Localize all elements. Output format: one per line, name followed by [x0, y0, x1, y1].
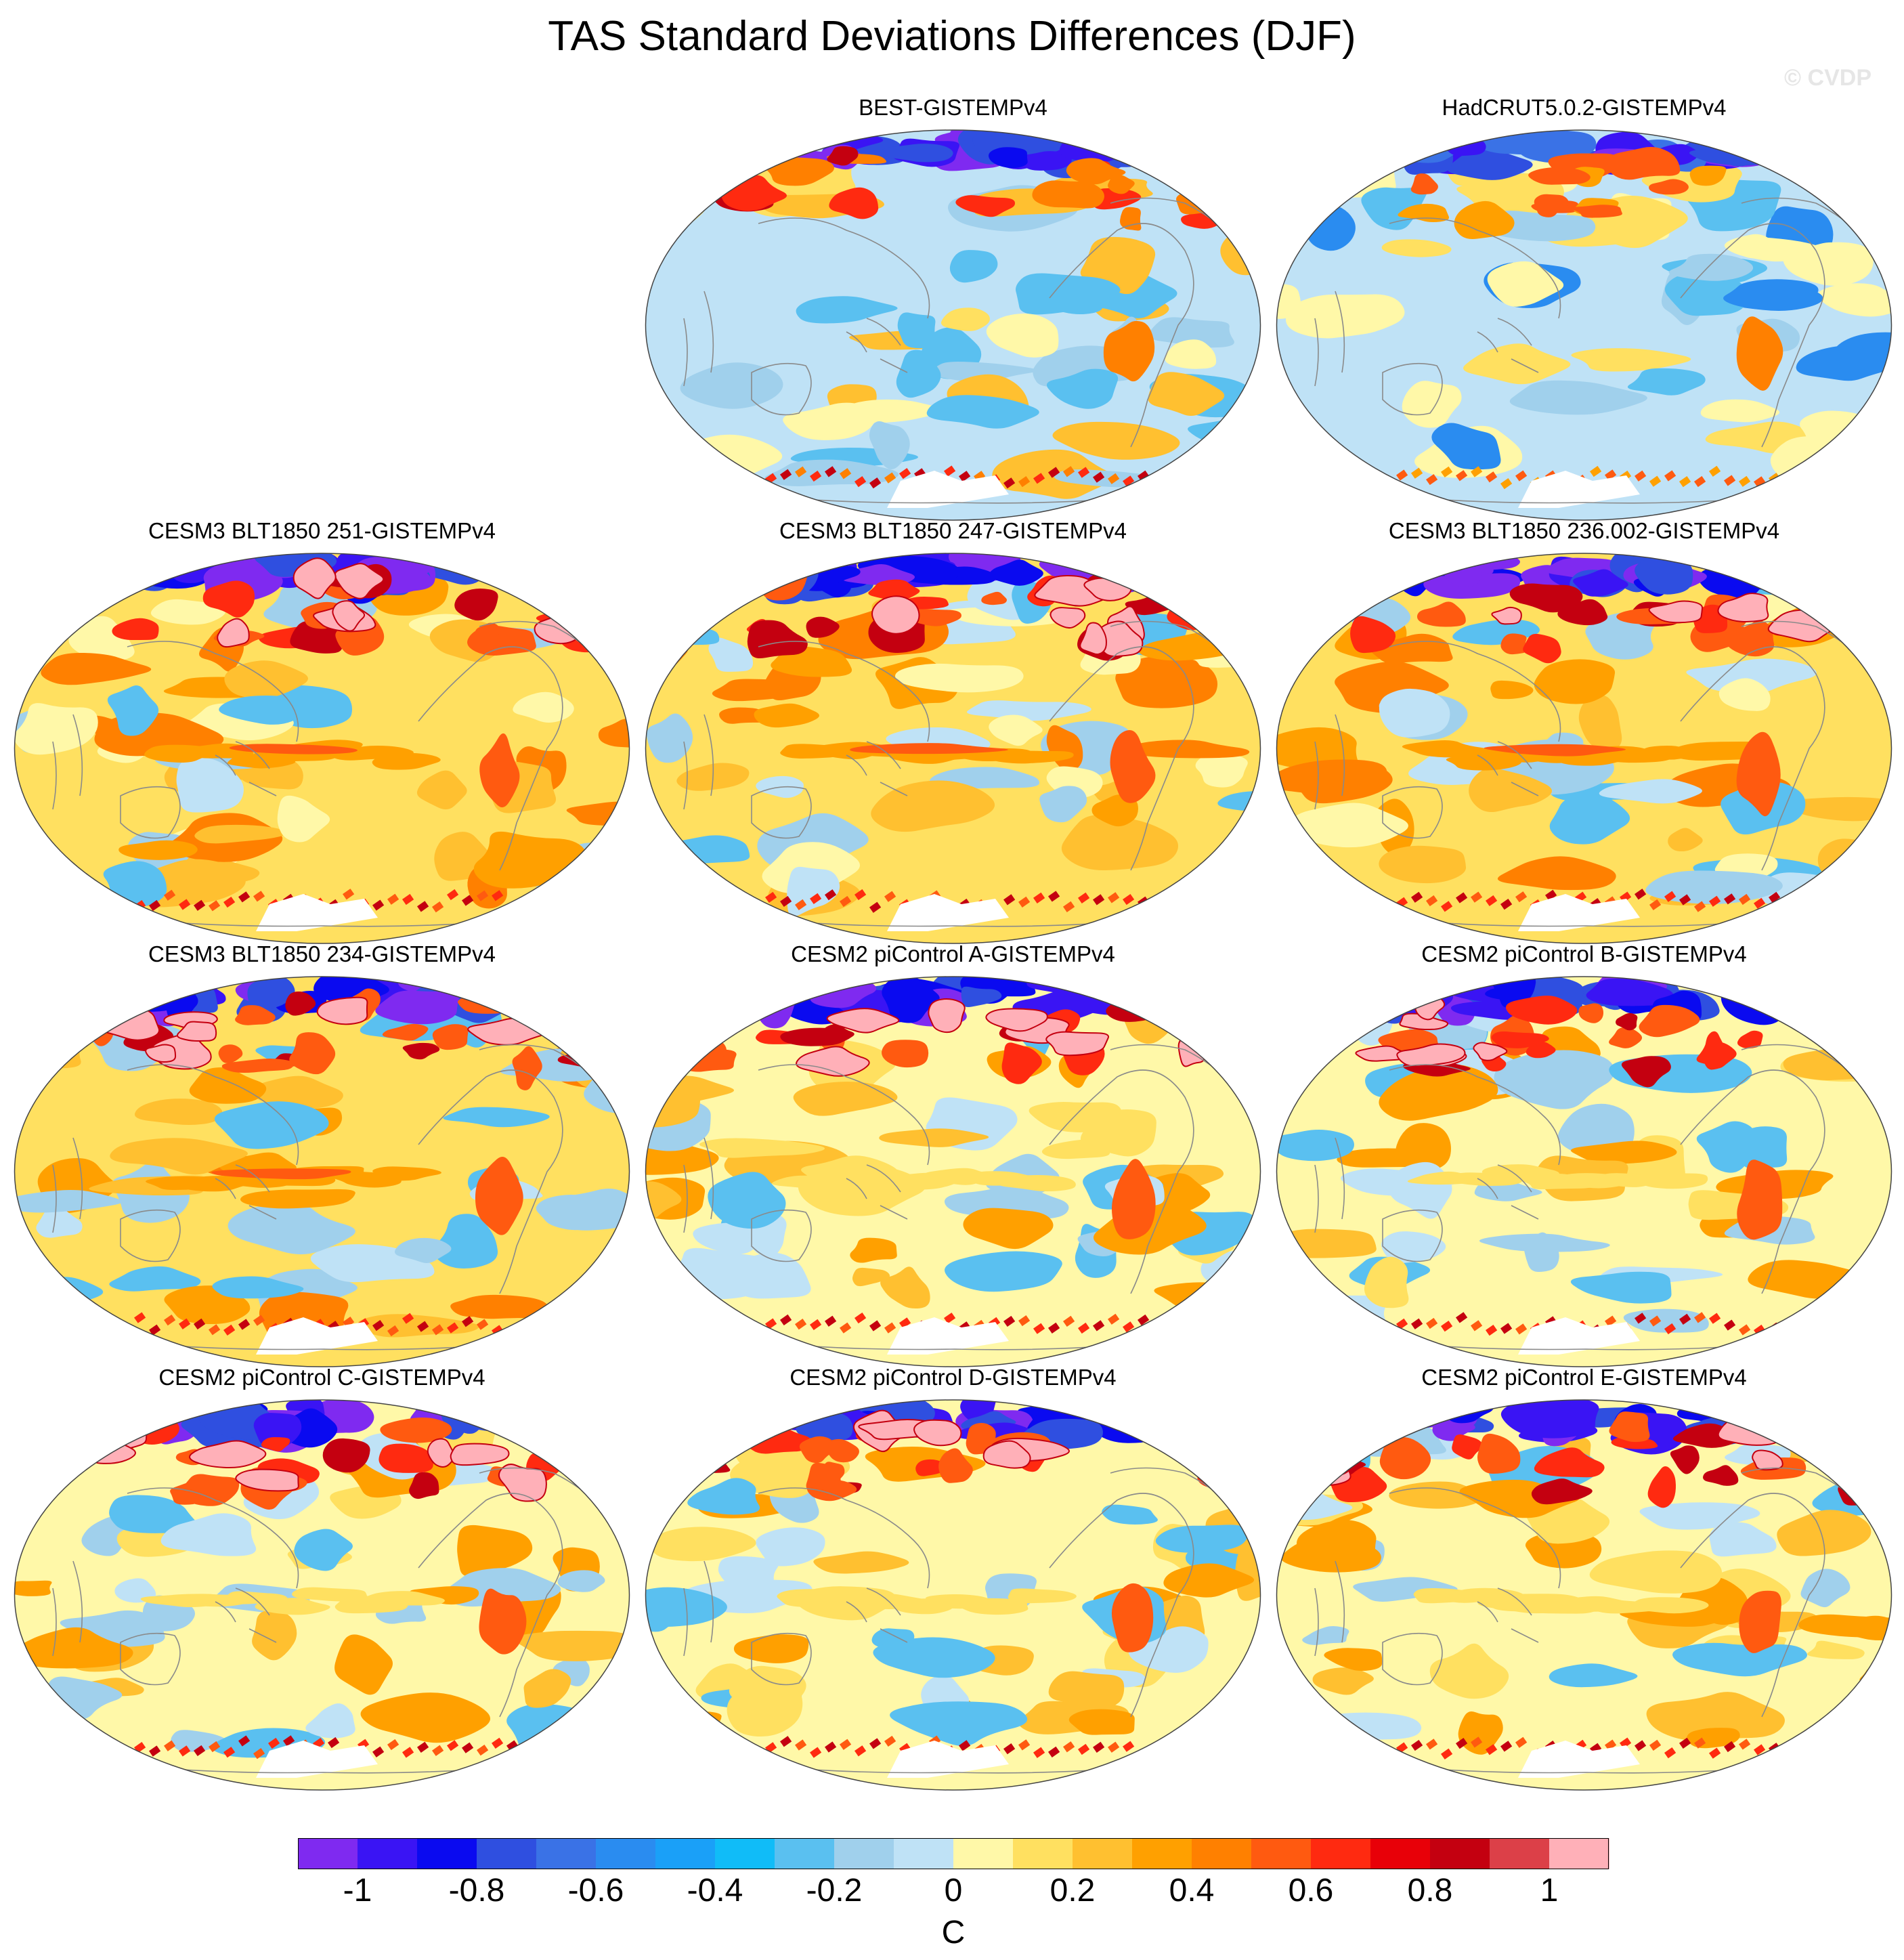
map-panel: CESM2 piControl A-GISTEMPv4 — [643, 941, 1263, 1372]
map-field — [645, 1400, 1261, 1790]
figure-title: TAS Standard Deviations Differences (DJF… — [548, 13, 1356, 60]
colorbar-swatch — [1430, 1838, 1490, 1869]
panel-title: CESM3 BLT1850 247-GISTEMPv4 — [779, 518, 1127, 543]
map-field — [1276, 553, 1892, 943]
colorbar-tick-label: 1 — [1540, 1873, 1559, 1909]
map-panel: CESM2 piControl B-GISTEMPv4 — [1274, 941, 1894, 1372]
map-border — [14, 1399, 630, 1791]
map-border — [14, 553, 630, 944]
colorbar-swatch — [834, 1838, 894, 1869]
watermark: © CVDP — [1784, 65, 1871, 91]
panel-title: BEST-GISTEMPv4 — [859, 95, 1047, 120]
map-panel: CESM2 piControl D-GISTEMPv4 — [643, 1365, 1263, 1795]
map-panel: CESM3 BLT1850 234-GISTEMPv4 — [12, 941, 632, 1372]
map-field — [14, 553, 630, 943]
colorbar-swatch — [655, 1838, 716, 1869]
colorbar-swatch — [358, 1838, 418, 1869]
map-border — [645, 553, 1261, 944]
colorbar-tick-label: -0.2 — [806, 1873, 863, 1909]
map-panel: CESM3 BLT1850 236.002-GISTEMPv4 — [1274, 518, 1894, 949]
map-border — [1276, 129, 1892, 521]
colorbar-swatch — [1549, 1838, 1609, 1869]
panel-title: CESM2 piControl D-GISTEMPv4 — [789, 1365, 1117, 1390]
colorbar-swatch — [1192, 1838, 1252, 1869]
colorbar-tick-label: 0.2 — [1050, 1873, 1096, 1909]
panel-title: CESM2 piControl C-GISTEMPv4 — [158, 1365, 485, 1390]
colorbar-tick-label: 0 — [944, 1873, 963, 1909]
colorbar-tick-label: 0.4 — [1169, 1873, 1215, 1909]
colorbar-swatch — [1013, 1838, 1073, 1869]
map-panel: HadCRUT5.0.2-GISTEMPv4 — [1274, 95, 1894, 526]
colorbar-tick-label: 0.8 — [1407, 1873, 1453, 1909]
colorbar-swatch — [894, 1838, 954, 1869]
colorbar-swatch — [953, 1838, 1014, 1869]
map-panel: CESM3 BLT1850 251-GISTEMPv4 — [12, 518, 632, 949]
colorbar-swatch — [596, 1838, 656, 1869]
map-plot — [14, 1399, 630, 1791]
colorbar-tick-label: -1 — [343, 1873, 372, 1909]
colorbar-tick-label: 0.6 — [1288, 1873, 1334, 1909]
map-plot — [645, 129, 1261, 521]
map-field — [14, 977, 630, 1367]
map-plot — [1276, 553, 1892, 944]
colorbar-swatch — [417, 1838, 477, 1869]
colorbar-tick-label: -0.6 — [567, 1873, 624, 1909]
map-border — [1276, 1399, 1892, 1791]
map-border — [645, 976, 1261, 1367]
panel-title: CESM2 piControl B-GISTEMPv4 — [1421, 941, 1747, 966]
colorbar-swatch — [1490, 1838, 1550, 1869]
colorbar-unit: C — [941, 1915, 966, 1951]
colorbar-swatch — [536, 1838, 597, 1869]
colorbar-swatch — [477, 1838, 537, 1869]
map-plot — [1276, 976, 1892, 1367]
map-panel: CESM2 piControl E-GISTEMPv4 — [1274, 1365, 1894, 1795]
colorbar-swatch — [1370, 1838, 1431, 1869]
panel-title: CESM3 BLT1850 251-GISTEMPv4 — [148, 518, 496, 543]
panel-title: CESM2 piControl A-GISTEMPv4 — [791, 941, 1115, 966]
map-field — [1276, 1400, 1892, 1790]
map-panel: BEST-GISTEMPv4 — [643, 95, 1263, 526]
map-border — [645, 1399, 1261, 1791]
colorbar-swatch — [1132, 1838, 1192, 1869]
map-plot — [1276, 129, 1892, 521]
map-plot — [645, 976, 1261, 1367]
map-border — [645, 129, 1261, 521]
map-field — [1276, 977, 1892, 1367]
colorbar-swatch — [298, 1838, 358, 1869]
colorbar-swatch — [715, 1838, 775, 1869]
map-border — [1276, 976, 1892, 1367]
panel-title: CESM3 BLT1850 236.002-GISTEMPv4 — [1388, 518, 1780, 543]
colorbar-swatch — [1073, 1838, 1133, 1869]
map-plot — [645, 553, 1261, 944]
map-plot — [1276, 1399, 1892, 1791]
colorbar-tick-label: -0.8 — [448, 1873, 505, 1909]
map-field — [14, 1400, 630, 1790]
map-border — [1276, 553, 1892, 944]
colorbar-swatch — [1311, 1838, 1371, 1869]
colorbar-tick-label: -0.4 — [687, 1873, 743, 1909]
map-border — [14, 976, 630, 1367]
panel-title: CESM2 piControl E-GISTEMPv4 — [1421, 1365, 1747, 1390]
map-plot — [14, 976, 630, 1367]
map-field — [645, 130, 1261, 520]
map-field — [1276, 130, 1892, 520]
panel-title: CESM3 BLT1850 234-GISTEMPv4 — [148, 941, 496, 966]
map-field — [645, 553, 1261, 943]
map-plot — [645, 1399, 1261, 1791]
colorbar-swatch — [1251, 1838, 1312, 1869]
colorbar — [298, 1838, 1609, 1869]
map-panel: CESM3 BLT1850 247-GISTEMPv4 — [643, 518, 1263, 949]
map-panel: CESM2 piControl C-GISTEMPv4 — [12, 1365, 632, 1795]
map-field — [645, 977, 1261, 1367]
map-plot — [14, 553, 630, 944]
panel-title: HadCRUT5.0.2-GISTEMPv4 — [1442, 95, 1727, 120]
colorbar-swatch — [775, 1838, 835, 1869]
